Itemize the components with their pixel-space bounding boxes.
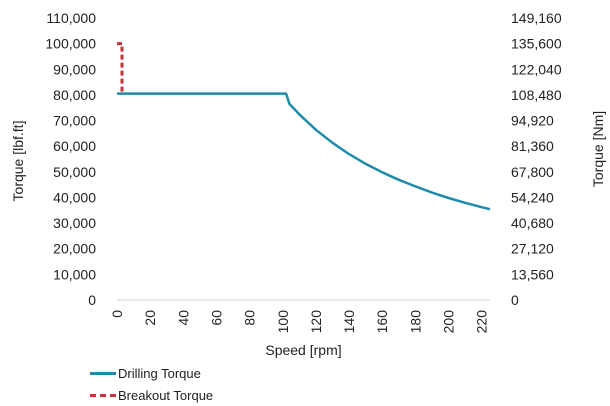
x-tick-label: 140 xyxy=(341,310,357,334)
right-y-tick-label: 0 xyxy=(511,292,519,308)
left-y-tick-label: 60,000 xyxy=(53,138,96,154)
x-tick-label: 220 xyxy=(474,310,490,334)
x-tick-label: 180 xyxy=(407,310,423,334)
legend-item-drilling-torque: Drilling Torque xyxy=(90,362,213,384)
legend-item-breakout-torque: Breakout Torque xyxy=(90,384,213,406)
left-y-tick-label: 90,000 xyxy=(53,61,96,77)
right-y-tick-label: 135,600 xyxy=(511,36,562,52)
right-y-tick-label: 81,360 xyxy=(511,138,554,154)
right-y-tick-label: 13,560 xyxy=(511,266,554,282)
left-y-tick-label: 10,000 xyxy=(53,266,96,282)
x-tick-label: 120 xyxy=(308,310,324,334)
right-y-axis-title: Torque [Nm] xyxy=(590,111,606,187)
x-tick-label: 20 xyxy=(142,310,158,326)
x-tick-label: 200 xyxy=(441,310,457,334)
legend-label-drilling-torque: Drilling Torque xyxy=(118,365,201,381)
x-tick-label: 60 xyxy=(208,310,224,326)
left-y-axis-title: Torque [lbf.ft] xyxy=(10,121,26,202)
series-layer xyxy=(117,42,491,211)
right-y-tick-label: 27,120 xyxy=(511,241,554,257)
left-y-tick-label: 80,000 xyxy=(53,87,96,103)
left-y-tick-labels: 0 10,000 20,000 30,000 40,000 50,000 60,000 70,… xyxy=(45,10,96,308)
legend: Drilling Torque Breakout Torque xyxy=(90,362,213,406)
right-y-tick-label: 108,480 xyxy=(511,87,562,103)
x-tick-label: 40 xyxy=(175,310,191,326)
x-tick-label: 100 xyxy=(275,310,291,334)
left-y-tick-label: 20,000 xyxy=(53,241,96,257)
x-tick-labels: 0 20 40 60 80 100 120 140 160 180 200 220 xyxy=(109,310,490,334)
drilling-torque-swatch xyxy=(90,371,116,375)
breakout-torque-line xyxy=(117,42,124,94)
right-y-tick-label: 54,240 xyxy=(511,189,554,205)
torque-chart: 0 10,000 20,000 30,000 40,000 50,000 60,000 70,… xyxy=(10,10,606,358)
right-y-tick-label: 122,040 xyxy=(511,61,562,77)
x-tick-label: 160 xyxy=(374,310,390,334)
x-tick-label: 80 xyxy=(242,310,258,326)
right-y-tick-label: 40,680 xyxy=(511,215,554,231)
right-y-tick-label: 94,920 xyxy=(511,113,554,129)
right-y-tick-label: 67,800 xyxy=(511,164,554,180)
left-y-tick-label: 110,000 xyxy=(46,10,96,26)
right-y-tick-label: 149,160 xyxy=(511,10,562,26)
left-y-tick-label: 50,000 xyxy=(53,164,96,180)
right-y-tick-labels: 0 13,560 27,120 40,680 54,240 67,800 81,360 94,… xyxy=(511,10,562,308)
left-y-tick-label: 0 xyxy=(88,292,96,308)
left-y-tick-label: 70,000 xyxy=(53,113,96,129)
legend-label-breakout-torque: Breakout Torque xyxy=(118,387,214,403)
left-y-tick-label: 100,000 xyxy=(45,36,96,52)
drilling-torque-line xyxy=(117,92,491,211)
left-y-tick-label: 40,000 xyxy=(53,189,96,205)
x-axis-title: Speed [rpm] xyxy=(265,342,341,358)
left-y-tick-label: 30,000 xyxy=(53,215,96,231)
breakout-torque-swatch xyxy=(90,393,116,397)
x-tick-label: 0 xyxy=(109,310,125,318)
